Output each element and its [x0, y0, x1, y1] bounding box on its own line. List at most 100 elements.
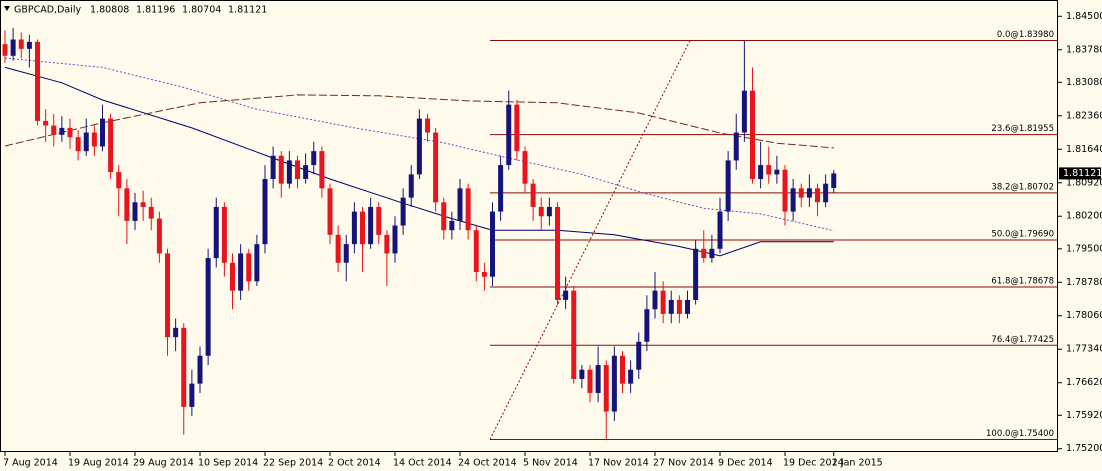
- candle-body: [197, 355, 203, 384]
- candle-body: [303, 165, 309, 180]
- candle-body: [668, 299, 674, 314]
- candle-body: [750, 90, 755, 180]
- candle-body: [83, 132, 89, 152]
- y-tick-label: 1.80920: [1066, 177, 1102, 188]
- candle-body: [693, 248, 699, 300]
- candle-body: [238, 253, 244, 291]
- x-tick-label: 5 Nov 2014: [523, 458, 578, 469]
- x-tick-label: 2 Jan 2015: [832, 458, 883, 469]
- candle-body: [465, 188, 471, 231]
- candle-body: [2, 44, 8, 56]
- candle-body: [498, 165, 504, 212]
- candle-body: [449, 220, 455, 231]
- y-tick-label: 1.84500: [1066, 11, 1102, 22]
- candle-body: [425, 118, 430, 133]
- y-tick-label: 1.81640: [1066, 144, 1102, 155]
- candle-body: [335, 234, 341, 263]
- candle-body: [368, 206, 374, 245]
- candle-body: [611, 355, 617, 412]
- candle-body: [416, 118, 422, 175]
- candle-body: [579, 369, 585, 379]
- candle-body: [43, 120, 49, 126]
- candle-body: [18, 39, 24, 49]
- candle-body: [148, 206, 154, 219]
- x-tick-label: 2 Oct 2014: [328, 458, 381, 469]
- candle-body: [522, 151, 528, 184]
- quote-value: 1.81196: [136, 5, 175, 16]
- candle-body: [628, 369, 634, 384]
- fib-label: 23.6@1.81955: [991, 124, 1054, 134]
- candle-body: [100, 118, 105, 147]
- candle-body: [140, 202, 146, 207]
- candle-body: [408, 174, 414, 198]
- candle-body: [725, 160, 731, 212]
- quote-value: 1.80704: [182, 5, 221, 16]
- candle-body: [270, 155, 276, 180]
- y-tick-label: 1.75200: [1066, 443, 1102, 454]
- candle-body: [351, 211, 357, 245]
- candle-body: [116, 172, 122, 189]
- y-tick-label: 1.78060: [1066, 310, 1102, 321]
- y-tick-label: 1.80200: [1066, 211, 1102, 222]
- candle-body: [246, 253, 252, 282]
- candle-body: [75, 137, 81, 152]
- moving-average: [4, 94, 834, 149]
- candle-body: [538, 206, 544, 217]
- candle-body: [400, 197, 406, 226]
- x-tick-label: 10 Sep 2014: [198, 458, 258, 469]
- candle-body: [213, 206, 219, 259]
- fib-label: 76.4@1.77425: [991, 335, 1054, 345]
- candle-body: [205, 258, 211, 356]
- x-tick-label: 22 Sep 2014: [263, 458, 323, 469]
- candle-body: [758, 165, 764, 180]
- candle-body: [181, 327, 187, 407]
- candle-body: [319, 151, 325, 189]
- candle-body: [173, 327, 179, 338]
- candle-body: [278, 155, 284, 184]
- x-tick-label: 14 Oct 2014: [393, 458, 452, 469]
- candle-body: [555, 206, 560, 300]
- candle-body: [384, 234, 390, 254]
- candle-body: [132, 202, 138, 221]
- candle-body: [35, 41, 40, 121]
- fib-label: 50.0@1.79690: [991, 229, 1054, 239]
- fib-label: 100.0@1.75400: [986, 429, 1054, 439]
- x-tick-label: 7 Aug 2014: [3, 458, 58, 469]
- candle-body: [457, 188, 463, 221]
- candle-body: [360, 211, 365, 245]
- candle-body: [620, 355, 625, 384]
- fib-label: 0.0@1.83980: [997, 30, 1054, 40]
- candle-body: [603, 365, 609, 412]
- candle-body: [286, 160, 292, 184]
- candle-body: [530, 183, 536, 207]
- candle-body: [741, 90, 747, 133]
- candle-body: [652, 290, 658, 310]
- candle-body: [685, 299, 690, 314]
- candle-body: [254, 244, 260, 282]
- x-tick-label: 29 Aug 2014: [133, 458, 194, 469]
- candle-body: [473, 230, 479, 273]
- candle-body: [156, 218, 162, 254]
- candle-body: [295, 160, 300, 180]
- candle-body: [676, 299, 682, 314]
- quote-value: 1.81121: [228, 5, 267, 16]
- candle-body: [571, 290, 577, 379]
- y-tick-label: 1.75920: [1066, 410, 1102, 421]
- quote-value: 1.80808: [90, 5, 129, 16]
- price-tag: [1059, 167, 1101, 180]
- x-tick-label: 19 Aug 2014: [68, 458, 129, 469]
- y-tick-label: 1.82360: [1066, 110, 1102, 121]
- candle-body: [392, 225, 398, 254]
- fib-label: 61.8@1.78678: [991, 277, 1054, 287]
- candle-body: [433, 132, 439, 203]
- candle-body: [546, 206, 552, 217]
- candle-body: [26, 41, 32, 49]
- plot-frame: [0, 0, 1058, 452]
- y-tick-label: 1.83080: [1066, 77, 1102, 88]
- candle-body: [701, 248, 707, 259]
- x-tick-label: 19 Dec 2014: [783, 458, 844, 469]
- candle-body: [644, 309, 650, 342]
